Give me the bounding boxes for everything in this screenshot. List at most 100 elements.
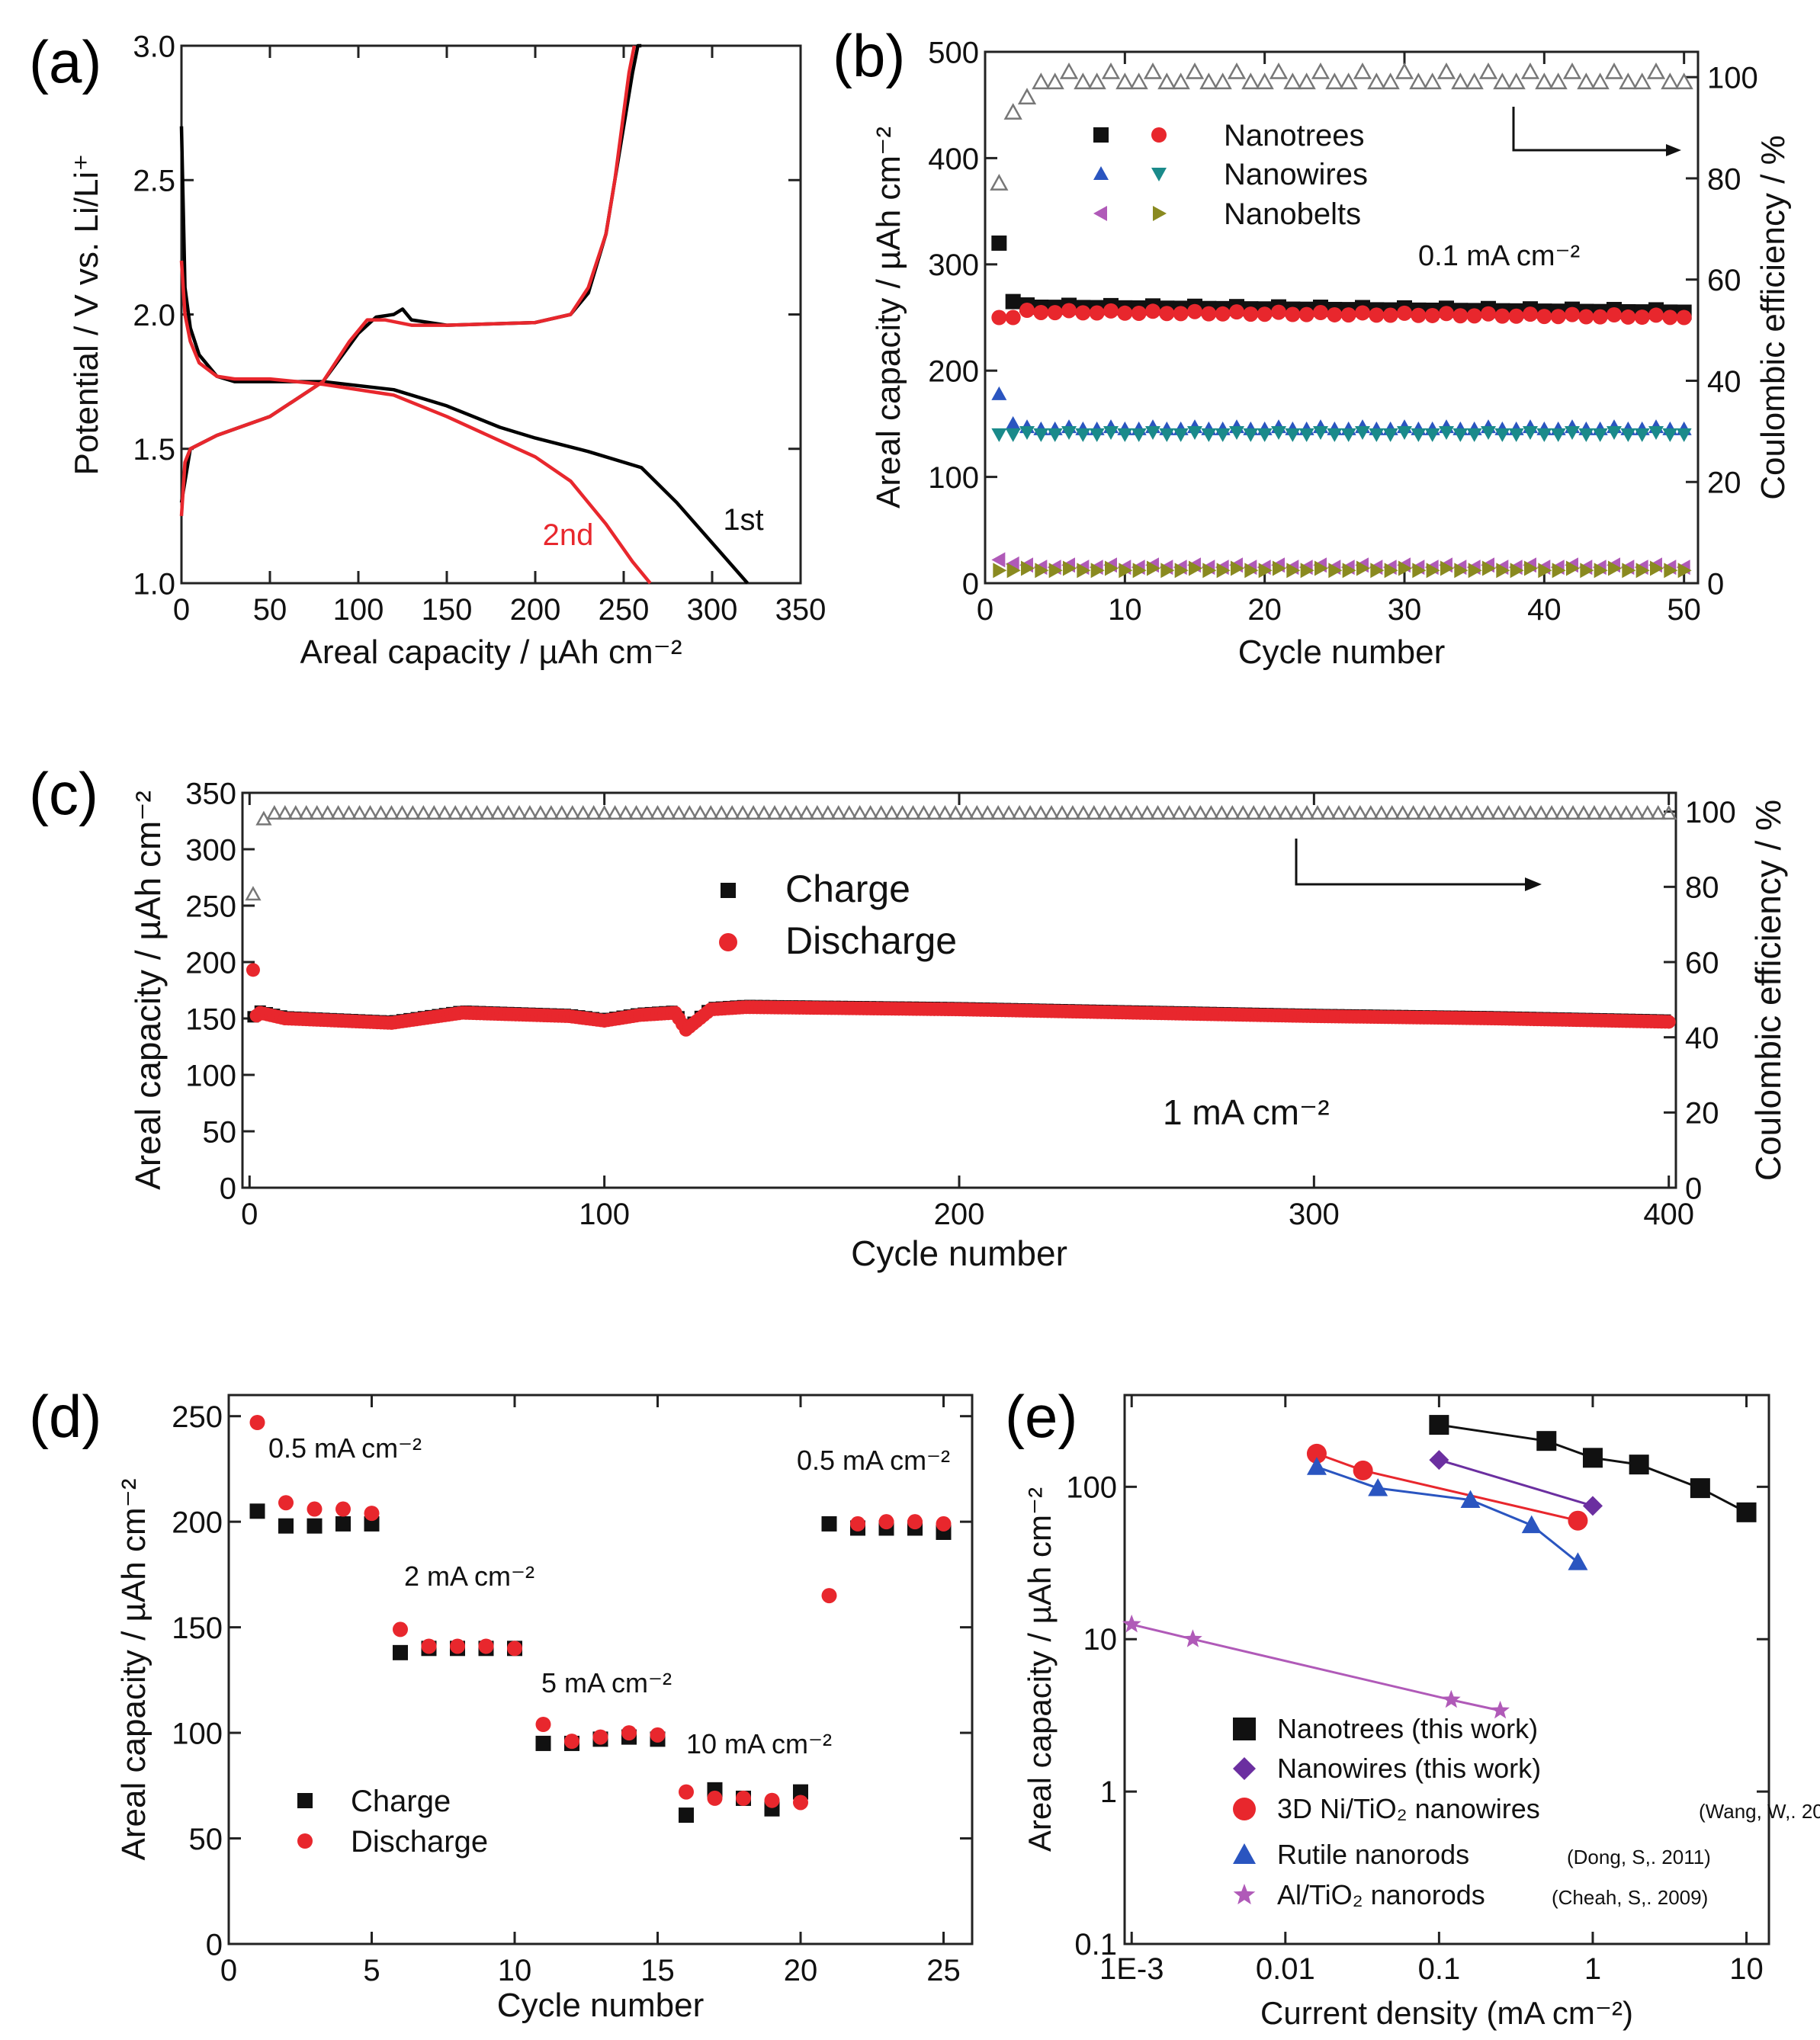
- point-Coulombic-efficiency: [1451, 72, 1470, 90]
- x-axis-label-c: Cycle number: [851, 1233, 1067, 1273]
- point-ce-c: [1405, 805, 1422, 820]
- y-tick-label-b: 200: [928, 355, 979, 389]
- x-tick-label-b: 40: [1527, 593, 1562, 627]
- point-Nanowires-discharge: [1494, 428, 1510, 442]
- point-discharge-d: [249, 1415, 265, 1430]
- legend-label-e: Nanotrees (this work): [1277, 1713, 1538, 1744]
- point-ce-c: [1181, 805, 1199, 820]
- point-Nanobelts-discharge: [1273, 560, 1286, 576]
- point-ce-c: [883, 805, 900, 820]
- point-Coulombic-efficiency: [1478, 62, 1498, 79]
- point-Nanowires-discharge: [1508, 428, 1524, 442]
- legend-label-discharge-d: Discharge: [351, 1825, 488, 1859]
- point-Coulombic-efficiency: [1535, 72, 1554, 90]
- point-ce-c: [372, 805, 390, 820]
- point-ce-c: [1107, 805, 1124, 820]
- y-axis-label-a: Potential / V vs. Li/Li⁺: [68, 154, 105, 476]
- point-Nanobelts-discharge: [1566, 560, 1580, 576]
- y-tick-label-c: 300: [185, 833, 236, 867]
- point-Nanowires-discharge: [1355, 426, 1370, 441]
- point-Coulombic-efficiency: [1590, 72, 1610, 90]
- point-ce-c: [894, 805, 911, 820]
- curve-2nd-charge: [179, 45, 637, 517]
- legend-marker-b: [1093, 206, 1107, 221]
- point-ce-c: [425, 805, 442, 820]
- point-ce-c: [979, 805, 996, 820]
- point-Nanowires-discharge: [1565, 426, 1580, 441]
- point-Coulombic-efficiency: [1199, 72, 1218, 90]
- point-Coulombic-efficiency: [1115, 72, 1135, 90]
- panel-label-b: (b): [833, 22, 905, 89]
- point-Coulombic-efficiency: [1185, 62, 1205, 79]
- y-tick-label-b: 500: [928, 36, 979, 69]
- x-tick-label-a: 350: [775, 593, 827, 627]
- point-ce-c: [1352, 805, 1369, 820]
- point-Coulombic-efficiency: [1227, 62, 1247, 79]
- point-ce-c: [766, 805, 783, 820]
- y-right-tick-label-c: 20: [1685, 1097, 1719, 1131]
- point-discharge-d: [850, 1516, 865, 1532]
- point-ce-c: [904, 805, 922, 820]
- point-ce-c: [798, 805, 815, 820]
- point-Nanotrees-discharge: [1187, 303, 1202, 319]
- legend-label-b: Nanobelts: [1224, 197, 1361, 231]
- point-Nanowires-discharge: [1229, 426, 1244, 441]
- point-Nanowires-discharge: [991, 428, 1007, 442]
- point-charge-d: [278, 1518, 294, 1534]
- point-Nanotrees-discharge: [1047, 305, 1063, 321]
- point-Nanotrees-discharge: [1523, 306, 1538, 322]
- point-ce-c: [1565, 805, 1581, 820]
- legend-ref-e: (Wang, W,. 2011): [1699, 1800, 1820, 1823]
- point-ce-c: [1554, 805, 1571, 820]
- point-Coulombic-efficiency: [1045, 72, 1064, 90]
- point-Nanobelts-discharge: [1496, 563, 1510, 579]
- point-ce-c: [1607, 805, 1624, 820]
- point-Nanowires-discharge: [1607, 426, 1622, 441]
- point-Nanobelts-discharge: [1342, 563, 1356, 579]
- point-Nanotrees-discharge: [1229, 304, 1244, 320]
- point-Coulombic-efficiency: [1507, 72, 1526, 90]
- point-Nanowires-discharge: [1662, 428, 1678, 442]
- y-tick-label-a: 1.0: [133, 567, 175, 601]
- point-ce-c: [1618, 805, 1635, 820]
- point-Nanotrees-discharge: [1397, 305, 1412, 321]
- y-right-tick-label-c: 0: [1685, 1172, 1702, 1205]
- y-right-tick-label-c: 100: [1685, 796, 1736, 829]
- y-tick-label-b: 0: [962, 567, 979, 601]
- point-ce-c: [298, 805, 315, 820]
- y-tick-label-a: 1.5: [133, 433, 175, 467]
- point-ce-c: [500, 805, 517, 820]
- point-discharge-d: [821, 1588, 837, 1604]
- x-axis-label-e: Current density (mA cm⁻²): [1260, 1995, 1633, 2031]
- point-ce-c: [756, 805, 772, 820]
- x-tick-label-b: 30: [1388, 593, 1422, 627]
- point-Nanotrees-discharge: [1131, 305, 1147, 321]
- point-discharge-d: [907, 1514, 923, 1530]
- point-ce-c: [277, 805, 294, 820]
- point-Coulombic-efficiency: [1549, 72, 1568, 90]
- point-ce-c: [351, 805, 368, 820]
- point-charge-d: [821, 1516, 837, 1532]
- y-right-tick-label-b: 80: [1707, 162, 1741, 196]
- point-Coulombic-efficiency: [1465, 72, 1484, 90]
- point-Coulombic-efficiency: [1074, 72, 1093, 90]
- y-tick-label-d: 0: [206, 1928, 223, 1961]
- point-ce-c: [777, 805, 794, 820]
- point-Nanobelts-discharge: [1090, 563, 1105, 579]
- point-Nanowires-discharge: [1173, 428, 1189, 442]
- x-tick-label-a: 50: [253, 593, 287, 627]
- point-ce-c: [287, 805, 304, 820]
- point-ce-c: [1192, 805, 1209, 820]
- point-ce-c: [511, 805, 528, 820]
- point-ce-c: [554, 805, 570, 820]
- point-ce-c: [788, 805, 804, 820]
- point-series-4-e: [1442, 1689, 1461, 1708]
- legend-marker-charge-d: [297, 1793, 313, 1808]
- point-ce-c: [575, 805, 592, 820]
- legend-marker-b: [1093, 127, 1109, 143]
- point-ce-c: [1149, 805, 1167, 820]
- point-Nanowires-discharge: [1523, 426, 1538, 441]
- point-Nanowires-discharge: [1382, 428, 1398, 442]
- point-ce-c: [1234, 805, 1251, 820]
- legend-marker-discharge-d: [297, 1833, 313, 1849]
